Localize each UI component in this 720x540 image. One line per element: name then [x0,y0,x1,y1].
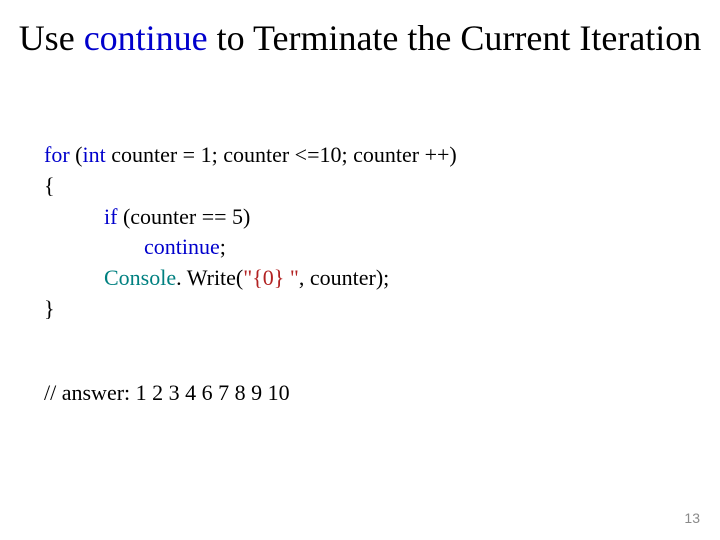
answer-comment: // answer: 1 2 3 4 6 7 8 9 10 [44,380,290,406]
code-text: . Write( [176,265,243,290]
kw-for: for [44,142,70,167]
code-text: ( [70,142,83,167]
code-text: (counter == 5) [117,204,250,229]
code-line-1: for (int counter = 1; counter <=10; coun… [44,140,457,171]
slide: Use continue to Terminate the Current It… [0,0,720,540]
console-class: Console [104,265,176,290]
title-post: to Terminate the Current Iteration [208,18,702,58]
code-line-4: continue; [44,232,457,263]
kw-int: int [82,142,105,167]
code-line-5: Console. Write("{0} ", counter); [44,263,457,294]
code-text: , counter); [299,265,389,290]
code-line-6: } [44,294,457,325]
kw-if: if [104,204,117,229]
kw-continue: continue [144,234,220,259]
string-literal: "{0} " [243,265,299,290]
code-text: ; [220,234,226,259]
code-text: counter = 1; counter <=10; counter ++) [106,142,457,167]
slide-title: Use continue to Terminate the Current It… [0,0,720,59]
page-number: 13 [684,510,700,526]
title-pre: Use [19,18,84,58]
code-block: for (int counter = 1; counter <=10; coun… [44,140,457,325]
title-keyword: continue [84,18,208,58]
code-line-3: if (counter == 5) [44,202,457,233]
code-line-2: { [44,171,457,202]
